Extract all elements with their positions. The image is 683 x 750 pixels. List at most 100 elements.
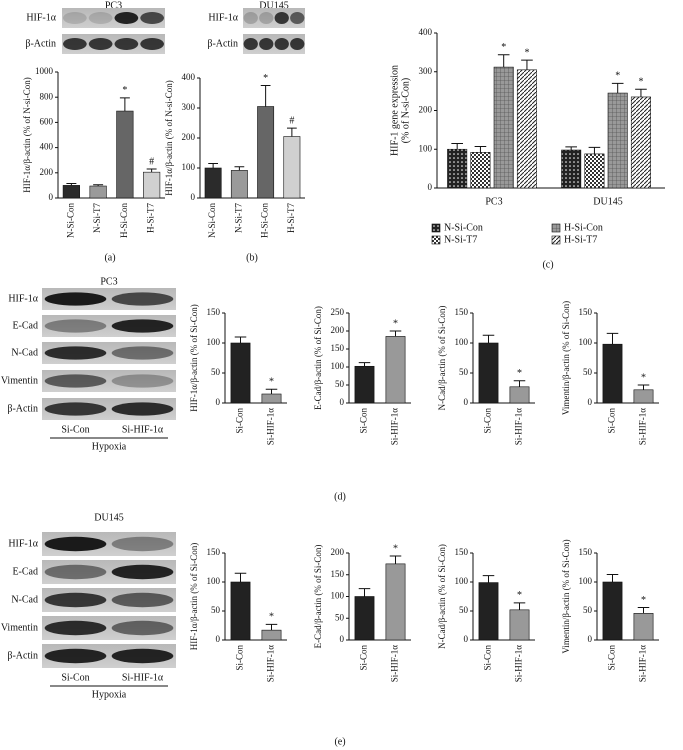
- x-tick-label: N-Si-T7: [233, 203, 243, 233]
- y-tick-label: 150: [207, 547, 221, 557]
- significance-mark: *: [393, 543, 398, 554]
- bar: [516, 69, 537, 189]
- y-axis-label: Vimentin/β-actin (% of Si-Con): [561, 301, 571, 415]
- x-tick-label: Si-Con: [235, 408, 245, 434]
- bar: [470, 152, 491, 189]
- bar: [633, 613, 654, 641]
- blot-band: [44, 346, 107, 360]
- y-axis-label: N-Cad/β-actin (% of Si-Con): [437, 306, 447, 411]
- blot-band: [44, 564, 107, 580]
- x-tick-label: Si-HIF-1α: [390, 408, 400, 446]
- blot-row-label: N-Cad: [11, 594, 38, 605]
- x-tick-label: N-Si-Con: [207, 203, 217, 239]
- y-axis-label: (% of N-si-Con): [400, 78, 411, 144]
- y-tick-label: 200: [331, 325, 345, 335]
- bar: [607, 92, 628, 189]
- error-bar: [588, 146, 601, 154]
- error-bar: [286, 127, 297, 137]
- bar: [584, 153, 605, 189]
- error-bar: [265, 388, 278, 394]
- condition-label: Hypoxia: [92, 441, 127, 452]
- y-tick-label: 0: [464, 634, 469, 644]
- x-tick-label: Si-HIF-1α: [390, 645, 400, 683]
- y-axis-label: HIF-1α/β-actin (% of N-si-Con): [164, 80, 174, 196]
- blot-band: [44, 292, 107, 306]
- y-tick-label: 0: [216, 397, 221, 407]
- x-tick-label: N-Si-T7: [92, 203, 102, 233]
- error-bar: [482, 334, 495, 343]
- blot-title: PC3: [105, 0, 122, 11]
- significance-mark: *: [263, 73, 268, 84]
- error-bar: [389, 555, 402, 564]
- y-tick-label: 0: [588, 397, 593, 407]
- lane-label: Si-HIF-1α: [122, 672, 164, 683]
- y-tick-label: 400: [419, 27, 433, 37]
- y-tick-label: 150: [331, 569, 345, 579]
- error-bar: [565, 146, 577, 151]
- error-bar: [93, 184, 104, 187]
- y-tick-label: 50: [335, 379, 345, 389]
- error-bar: [234, 572, 247, 582]
- significance-mark: *: [122, 85, 127, 96]
- y-tick-label: 150: [455, 307, 469, 317]
- bar: [62, 185, 80, 199]
- legend-label: H-Si-T7: [564, 234, 597, 245]
- bar: [283, 136, 301, 199]
- blot-band: [111, 620, 174, 636]
- y-tick-label: 0: [588, 634, 593, 644]
- bar: [478, 342, 499, 404]
- y-tick-label: 150: [455, 547, 469, 557]
- error-bar: [611, 82, 624, 94]
- panel-label: (b): [246, 252, 258, 263]
- blot-title: DU145: [259, 0, 288, 11]
- blot-band: [290, 38, 305, 50]
- x-tick-label: Si-Con: [235, 645, 245, 671]
- blot-band: [111, 648, 174, 664]
- panel-label: (c): [542, 259, 553, 270]
- bar: [354, 596, 375, 641]
- significance-mark: *: [269, 376, 274, 387]
- blot-band: [111, 592, 174, 608]
- blot-row-label: E-Cad: [12, 320, 38, 331]
- y-tick-label: 200: [331, 547, 345, 557]
- y-tick-label: 250: [331, 307, 345, 317]
- y-tick-label: 150: [579, 547, 593, 557]
- legend-swatch: [551, 223, 561, 233]
- blot-row-label: β-Actin: [7, 650, 38, 661]
- y-axis-label: N-Cad/β-actin (% of Si-Con): [437, 544, 447, 649]
- y-tick-label: 50: [459, 367, 469, 377]
- blot-row-label: Vimentin: [1, 375, 38, 386]
- y-tick-label: 50: [583, 367, 593, 377]
- y-tick-label: 0: [428, 182, 433, 192]
- error-bar: [606, 332, 619, 345]
- bar: [89, 185, 107, 199]
- legend-swatch: [431, 235, 441, 245]
- significance-mark: *: [638, 76, 643, 87]
- blot-band: [44, 592, 107, 608]
- blot-band: [63, 12, 87, 24]
- bar: [230, 581, 251, 641]
- y-axis-label: E-Cad/β-actin (% of Si-Con): [313, 545, 323, 649]
- blot-row-label: β-Actin: [207, 38, 238, 49]
- x-tick-label: DU145: [593, 196, 622, 207]
- y-tick-label: 200: [40, 167, 54, 177]
- blot-band: [274, 38, 289, 50]
- x-tick-label: PC3: [485, 196, 502, 207]
- y-tick-label: 50: [335, 612, 345, 622]
- x-tick-label: H-Si-T7: [146, 203, 156, 233]
- x-tick-label: Si-Con: [607, 408, 617, 434]
- y-tick-label: 1000: [35, 66, 54, 76]
- blot-band: [111, 374, 174, 388]
- panel-label: (a): [104, 252, 115, 263]
- significance-mark: #: [149, 156, 154, 167]
- y-tick-label: 100: [579, 576, 593, 586]
- significance-mark: *: [615, 71, 620, 82]
- y-tick-label: 100: [455, 337, 469, 347]
- error-bar: [146, 168, 157, 173]
- x-tick-label: H-Si-Con: [119, 203, 129, 239]
- bar: [602, 343, 623, 404]
- y-axis-label: HIF-1α/β-actin (% of Si-Con): [189, 304, 199, 412]
- error-bar: [606, 573, 619, 582]
- x-tick-label: Si-Con: [359, 408, 369, 434]
- error-bar: [265, 623, 278, 631]
